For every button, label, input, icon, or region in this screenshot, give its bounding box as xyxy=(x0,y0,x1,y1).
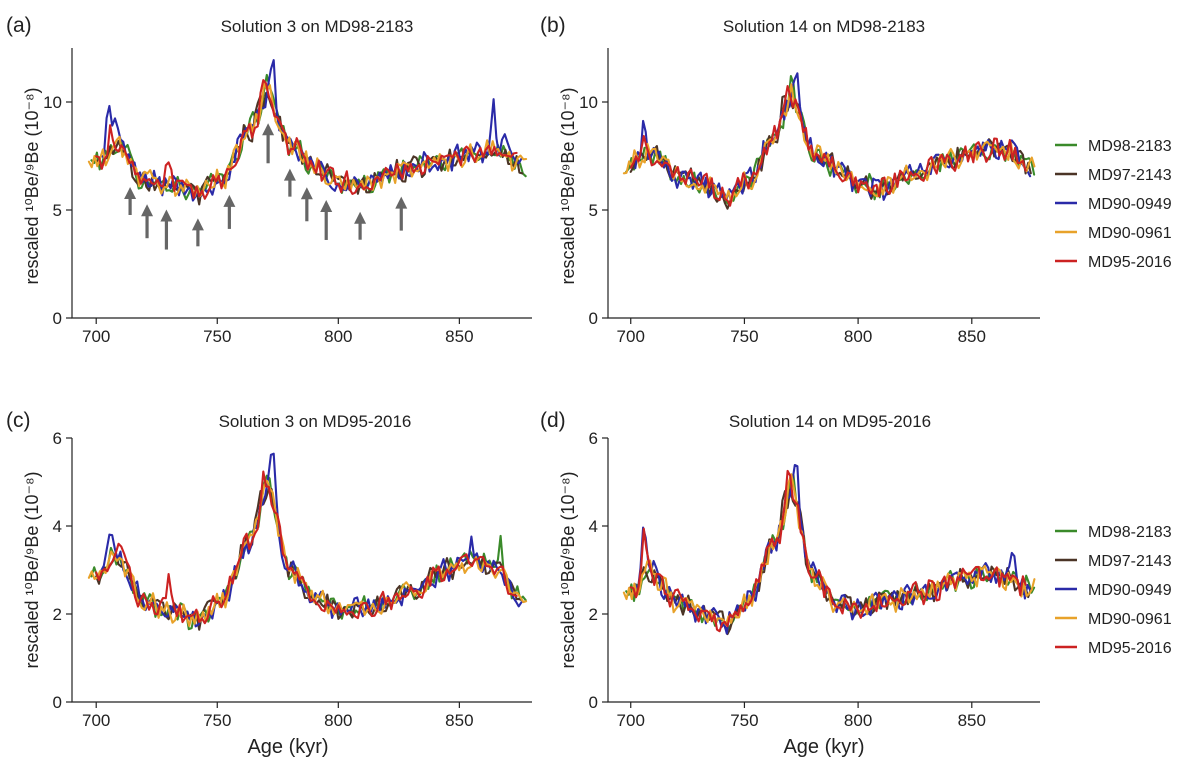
series-line-md95-2016 xyxy=(95,79,518,200)
x-tick-label: 850 xyxy=(958,711,986,730)
legend-label: MD98-2183 xyxy=(1088,524,1172,541)
arrow-marker xyxy=(223,194,236,229)
panel-b-title: Solution 14 on MD98-2183 xyxy=(723,17,925,36)
y-tick-label: 0 xyxy=(589,309,598,328)
legend-item: MD90-0949 xyxy=(1055,582,1172,599)
legend-label: MD98-2183 xyxy=(1088,138,1172,155)
series-line-md95-2016 xyxy=(629,84,1027,207)
series-line-md90-0961 xyxy=(87,81,528,198)
panel-b-plot: 700 750 800 850 0 5 10 xyxy=(579,48,1040,346)
legend-item: MD97-2143 xyxy=(1055,167,1172,184)
legend-item: MD90-0961 xyxy=(1055,225,1172,242)
arrow-marker xyxy=(191,218,204,247)
legend-label: MD95-2016 xyxy=(1088,254,1172,271)
y-tick-label: 6 xyxy=(589,429,598,448)
y-tick-label: 10 xyxy=(579,93,598,112)
axis-frame xyxy=(607,48,1040,319)
legend-item: MD90-0961 xyxy=(1055,611,1172,628)
arrow-marker xyxy=(141,204,154,239)
panel-c-ylabel: rescaled ¹⁰Be/⁹Be (10⁻⁸) xyxy=(22,471,42,668)
panel-d-ylabel: rescaled ¹⁰Be/⁹Be (10⁻⁸) xyxy=(558,471,578,668)
series-line-md98-2183 xyxy=(625,75,1036,205)
legend-item: MD97-2143 xyxy=(1055,553,1172,570)
series-line-md90-0949 xyxy=(100,452,523,628)
panel-a-title: Solution 3 on MD98-2183 xyxy=(221,17,414,36)
legend-item: MD95-2016 xyxy=(1055,254,1172,271)
arrow-marker xyxy=(320,199,333,240)
series-line-md90-0961 xyxy=(622,473,1036,626)
panel-a-ylabel: rescaled ¹⁰Be/⁹Be (10⁻⁸) xyxy=(22,87,42,284)
panel-a: (a) Solution 3 on MD98-2183 rescaled ¹⁰B… xyxy=(6,14,532,346)
legend-label: MD97-2143 xyxy=(1088,167,1172,184)
x-tick-label: 850 xyxy=(958,327,986,346)
legend-label: MD90-0949 xyxy=(1088,582,1172,599)
legend-label: MD90-0961 xyxy=(1088,225,1172,242)
x-tick-label: 750 xyxy=(730,327,758,346)
panel-c-title: Solution 3 on MD95-2016 xyxy=(219,412,412,431)
panel-a-label: (a) xyxy=(6,14,32,37)
panel-d-xlabel: Age (kyr) xyxy=(783,736,864,758)
panel-c-xlabel: Age (kyr) xyxy=(247,736,328,758)
panel-c: (c) Solution 3 on MD95-2016 rescaled ¹⁰B… xyxy=(6,409,532,758)
y-tick-label: 0 xyxy=(53,309,62,328)
panel-d-plot: 700 750 800 850 0 2 4 6 xyxy=(589,429,1040,730)
panel-c-label: (c) xyxy=(6,409,31,432)
x-tick-label: 850 xyxy=(445,711,473,730)
legend-item: MD98-2183 xyxy=(1055,138,1172,155)
legend-bottom: MD98-2183 MD97-2143 MD90-0949 MD90-0961 MD95… xyxy=(1055,524,1172,657)
y-tick-label: 10 xyxy=(43,93,62,112)
panel-b-ylabel: rescaled ¹⁰Be/⁹Be (10⁻⁸) xyxy=(558,87,578,284)
arrow-marker xyxy=(300,187,313,222)
x-tick-label: 800 xyxy=(324,711,352,730)
x-tick-label: 700 xyxy=(82,327,110,346)
arrow-marker xyxy=(160,209,173,250)
x-tick-label: 700 xyxy=(617,327,645,346)
x-tick-label: 700 xyxy=(617,711,645,730)
panel-a-plot: 700 750 800 850 0 5 10 xyxy=(43,48,532,346)
panel-d-label: (d) xyxy=(540,409,566,432)
x-tick-label: 800 xyxy=(844,327,872,346)
arrow-marker xyxy=(354,211,367,240)
y-tick-label: 6 xyxy=(53,429,62,448)
y-tick-label: 4 xyxy=(589,517,598,536)
y-tick-label: 5 xyxy=(589,201,598,220)
panel-b-label: (b) xyxy=(540,14,566,37)
legend-item: MD90-0949 xyxy=(1055,196,1172,213)
y-tick-label: 0 xyxy=(53,693,62,712)
x-tick-label: 800 xyxy=(324,327,352,346)
x-tick-label: 750 xyxy=(203,327,231,346)
arrow-marker xyxy=(262,123,275,164)
panel-d: (d) Solution 14 on MD95-2016 rescaled ¹⁰… xyxy=(540,409,1040,758)
y-tick-label: 4 xyxy=(53,517,62,536)
legend-item: MD95-2016 xyxy=(1055,640,1172,657)
axis-frame xyxy=(607,438,1040,703)
y-tick-label: 0 xyxy=(589,693,598,712)
panel-b: (b) Solution 14 on MD98-2183 rescaled ¹⁰… xyxy=(540,14,1040,346)
panel-d-title: Solution 14 on MD95-2016 xyxy=(729,412,931,431)
legend-label: MD95-2016 xyxy=(1088,640,1172,657)
series-line-md90-0961 xyxy=(87,479,528,627)
y-tick-label: 2 xyxy=(53,605,62,624)
x-tick-label: 800 xyxy=(844,711,872,730)
legend-label: MD97-2143 xyxy=(1088,553,1172,570)
legend-item: MD98-2183 xyxy=(1055,524,1172,541)
legend-label: MD90-0949 xyxy=(1088,196,1172,213)
panel-c-plot: 700 750 800 850 0 2 4 6 xyxy=(53,429,532,730)
x-tick-label: 850 xyxy=(445,327,473,346)
x-tick-label: 750 xyxy=(730,711,758,730)
arrow-marker xyxy=(395,196,408,231)
x-tick-label: 700 xyxy=(82,711,110,730)
y-tick-label: 2 xyxy=(589,605,598,624)
series-line-md95-2016 xyxy=(629,469,1027,633)
x-tick-label: 750 xyxy=(203,711,231,730)
series-line-md95-2016 xyxy=(95,470,518,625)
arrow-marker xyxy=(283,168,296,197)
legend-label: MD90-0961 xyxy=(1088,611,1172,628)
legend-top: MD98-2183 MD97-2143 MD90-0949 MD90-0961 MD95… xyxy=(1055,138,1172,271)
arrow-marker xyxy=(124,187,137,215)
series-line-md90-0949 xyxy=(100,59,523,202)
y-tick-label: 5 xyxy=(53,201,62,220)
